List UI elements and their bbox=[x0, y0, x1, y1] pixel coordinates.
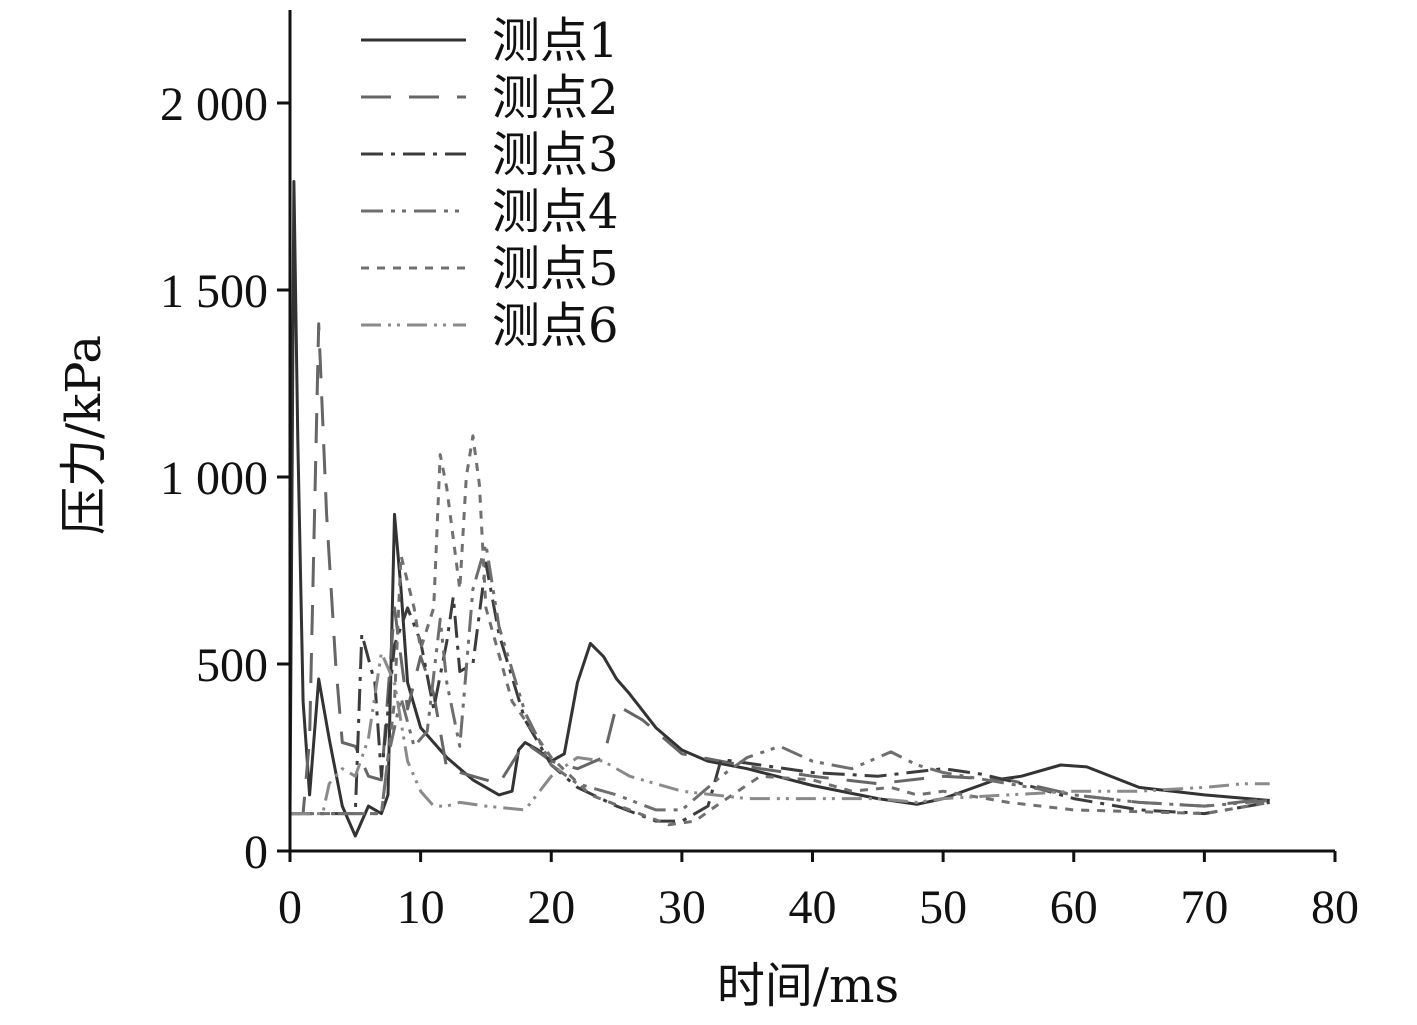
series-line-4 bbox=[290, 542, 1270, 816]
x-tick-label: 10 bbox=[397, 881, 445, 934]
y-tick-label: 0 bbox=[244, 826, 268, 879]
x-tick-label: 50 bbox=[919, 881, 967, 934]
x-tick-label: 40 bbox=[789, 881, 837, 934]
plot-lines bbox=[288, 180, 1270, 838]
series-line-6 bbox=[290, 651, 1270, 816]
legend-label-1: 测点1 bbox=[492, 13, 619, 69]
y-tick-label: 1 000 bbox=[160, 452, 268, 505]
legend-label-2: 测点2 bbox=[492, 70, 619, 126]
x-axis-title: 时间/ms bbox=[717, 958, 899, 1014]
axes bbox=[288, 10, 1335, 853]
x-tick-label: 60 bbox=[1050, 881, 1098, 934]
axis-ticks: 0 10 20 30 40 50 60 70 80 0 500 1 000 1 500 2 000 bbox=[160, 78, 1359, 934]
legend-label-5: 测点5 bbox=[492, 241, 619, 297]
y-tick-label: 1 500 bbox=[160, 265, 268, 318]
legend-label-4: 测点4 bbox=[492, 184, 619, 240]
y-tick-label: 2 000 bbox=[160, 78, 268, 131]
x-tick-label: 0 bbox=[278, 881, 302, 934]
series-line-1 bbox=[288, 180, 1270, 838]
series-line-2 bbox=[290, 322, 1270, 816]
x-tick-label: 80 bbox=[1311, 881, 1359, 934]
x-tick-label: 20 bbox=[527, 881, 575, 934]
legend-label-6: 测点6 bbox=[492, 298, 619, 354]
y-tick-label: 500 bbox=[196, 639, 268, 692]
y-axis-title: 压力/kPa bbox=[56, 335, 112, 535]
legend-label-3: 测点3 bbox=[492, 127, 619, 183]
x-tick-label: 70 bbox=[1180, 881, 1228, 934]
x-tick-label: 30 bbox=[658, 881, 706, 934]
series-line-5 bbox=[290, 434, 1270, 827]
